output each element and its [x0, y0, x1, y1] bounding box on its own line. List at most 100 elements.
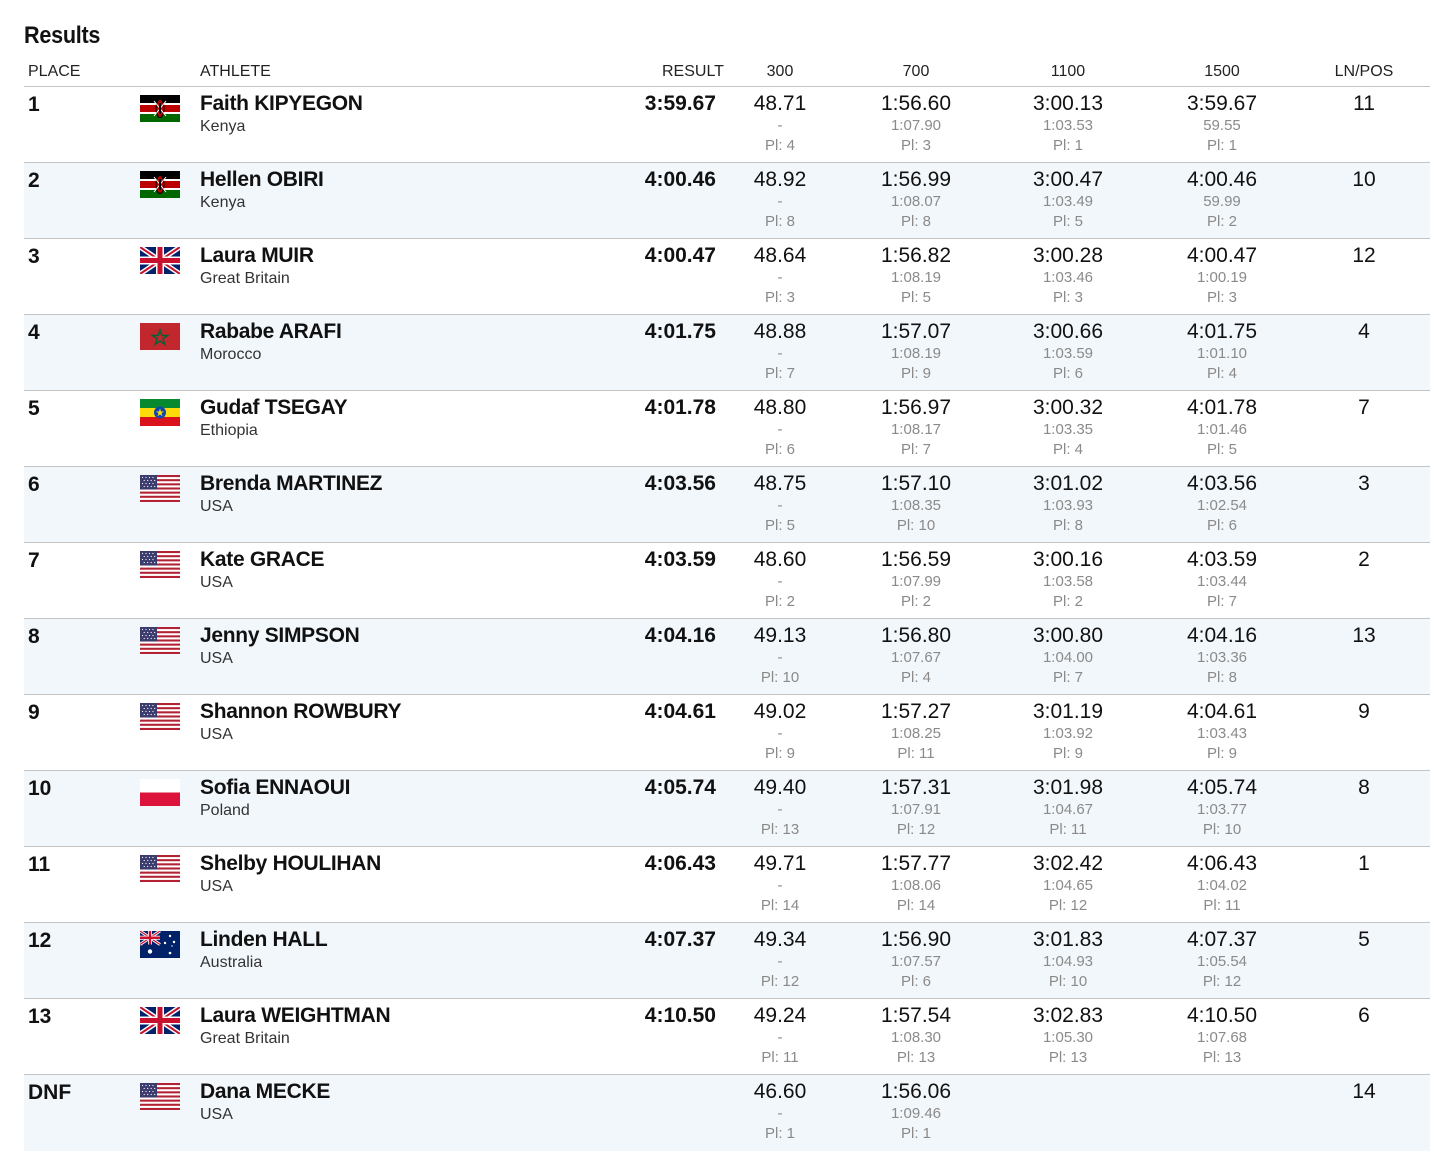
result-cell: 4:03.59 [644, 548, 716, 571]
split-position: Pl: 4 [1052, 441, 1083, 458]
split-time: 3:59.67 [1186, 92, 1258, 115]
athlete-country: Kenya [200, 194, 246, 211]
athlete-name[interactable]: Kate GRACE [200, 548, 325, 571]
athlete-name[interactable]: Laura WEIGHTMAN [200, 1004, 391, 1027]
split-segment: 1:08.25 [890, 725, 942, 742]
usa-flag [140, 703, 180, 730]
split-position: Pl: 9 [764, 745, 795, 762]
split-segment: 1:05.54 [1196, 953, 1248, 970]
split-segment: 1:01.10 [1196, 345, 1248, 362]
split-time: 4:07.37 [1186, 928, 1258, 951]
header-lnpos: LN/POS [1334, 63, 1394, 80]
result-cell: 4:01.75 [644, 320, 716, 343]
athlete-name[interactable]: Sofia ENNAOUI [200, 776, 351, 799]
split-position: Pl: 8 [900, 213, 931, 230]
lane-position-cell: 3 [1358, 472, 1370, 495]
split-time: 49.40 [753, 776, 807, 799]
split-segment: 1:07.68 [1196, 1029, 1248, 1046]
table-row[interactable]: 3 Laura MUIR Great Britain 4:00.47 48.64 - Pl:… [24, 239, 1430, 315]
split-segment: 1:08.06 [890, 877, 942, 894]
split-time: 4:05.74 [1186, 776, 1258, 799]
split-position: Pl: 1 [900, 1125, 931, 1142]
athlete-name[interactable]: Rababe ARAFI [200, 320, 342, 343]
athlete-name[interactable]: Shannon ROWBURY [200, 700, 402, 723]
split-time: 1:56.06 [880, 1080, 952, 1103]
split-segment: 1:08.19 [890, 345, 942, 362]
table-row[interactable]: 4 Rababe ARAFI Morocco 4:01.75 48.88 - Pl: 7 1:… [24, 315, 1430, 391]
split-time: 3:00.16 [1032, 548, 1104, 571]
athlete-name[interactable]: Jenny SIMPSON [200, 624, 360, 647]
table-row[interactable]: 11 Shelby HOULIHAN USA 4:06.43 49.71- Pl: 14 1… [24, 847, 1430, 923]
athlete-name[interactable]: Linden HALL [200, 928, 328, 951]
split-cell: 48.92 - Pl: 8 [715, 168, 845, 232]
split-time: 1:57.54 [880, 1004, 952, 1027]
split-time: 1:57.07 [880, 320, 952, 343]
header-split-1500: 1500 [1204, 63, 1240, 80]
split-position: Pl: 10 [896, 517, 936, 534]
place-cell: 6 [28, 473, 40, 496]
split-cell: 49.40 - Pl: 13 [715, 776, 845, 840]
split-position: Pl: 8 [1206, 669, 1237, 686]
athlete-country: Great Britain [200, 270, 290, 287]
split-position: Pl: 12 [1202, 973, 1242, 990]
athlete-name[interactable]: Hellen OBIRI [200, 168, 324, 191]
split-cell: 1:56.59 1:07.99 Pl: 2 [851, 548, 981, 612]
split-cell: 1:56.99 1:08.07 Pl: 8 [851, 168, 981, 232]
split-segment: 1:08.30 [890, 1029, 942, 1046]
split-time: 3:00.28 [1032, 244, 1104, 267]
split-cell: 3:01.02 1:03.93 Pl: 8 [1003, 472, 1133, 536]
split-position: Pl: 3 [1206, 289, 1237, 306]
split-segment: 59.99 [1203, 193, 1241, 210]
split-segment: 1:09.46 [890, 1105, 942, 1122]
split-position: Pl: 2 [1206, 213, 1237, 230]
table-row[interactable]: 10 Sofia ENNAOUI Poland 4:05.74 49.40 - Pl: 13… [24, 771, 1430, 847]
athlete-name[interactable]: Shelby HOULIHAN [200, 852, 382, 875]
place-cell: 12 [28, 929, 52, 952]
athlete-name[interactable]: Laura MUIR [200, 244, 314, 267]
split-time: 1:56.59 [880, 548, 952, 571]
table-row[interactable]: 5 Gudaf TSEGAY Ethiopia 4:01.78 48.80 - Pl: 6 1… [24, 391, 1430, 467]
table-row[interactable]: 8 Jenny SIMPSON USA 4:04.16 49.13 - Pl: 10 1:56… [24, 619, 1430, 695]
split-cell: 3:00.28 1:03.46 Pl: 3 [1003, 244, 1133, 308]
athlete-country: Australia [200, 954, 263, 971]
split-time: 4:00.46 [1186, 168, 1258, 191]
split-time: 3:01.83 [1032, 928, 1104, 951]
split-time: 3:02.42 [1032, 852, 1104, 875]
split-cell: 4:07.37 1:05.54 Pl: 12 [1157, 928, 1287, 992]
table-row[interactable]: 7 Kate GRACE USA 4:03.59 48.60- Pl: 2 1:56.59 1… [24, 543, 1430, 619]
split-time: 3:01.98 [1032, 776, 1104, 799]
split-cell: 3:02.42 1:04.65 Pl: 12 [1003, 852, 1133, 916]
uk-flag [140, 1007, 180, 1034]
split-segment: 1:03.35 [1042, 421, 1094, 438]
split-cell: 49.34 - Pl: 12 [715, 928, 845, 992]
poland-flag [140, 779, 180, 806]
athlete-country: Poland [200, 802, 250, 819]
athlete-name[interactable]: Dana MECKE [200, 1080, 331, 1103]
table-row[interactable]: 2 Hellen OBIRI Kenya 4:00.46 48.92- Pl: 8 1:56… [24, 163, 1430, 239]
table-row[interactable]: 9 Shannon ROWBURY USA 4:04.61 49.02 - Pl: 9 1:5… [24, 695, 1430, 771]
split-position: Pl: 13 [896, 1049, 936, 1066]
athlete-name[interactable]: Gudaf TSEGAY [200, 396, 348, 419]
split-cell: 3:01.83 1:04.93 Pl: 10 [1003, 928, 1133, 992]
split-segment: 1:03.49 [1042, 193, 1094, 210]
athlete-name[interactable]: Brenda MARTINEZ [200, 472, 383, 495]
lane-position-cell: 4 [1358, 320, 1370, 343]
table-row[interactable]: 1 Faith KIPYEGON Kenya 3:59.67 48.71 - Pl: 4 1:… [24, 87, 1430, 163]
table-row[interactable]: DNF Dana MECKE USA 46.60 - Pl: 1 1:56.06 1:09.4… [24, 1075, 1430, 1151]
split-time: 49.13 [753, 624, 807, 647]
split-segment: - [777, 1105, 783, 1122]
split-cell: 4:05.74 1:03.77 Pl: 10 [1157, 776, 1287, 840]
split-time: 1:56.60 [880, 92, 952, 115]
split-time: 3:01.19 [1032, 700, 1104, 723]
split-segment: 1:03.58 [1042, 573, 1094, 590]
table-row[interactable]: 6 Brenda MARTINEZ USA 4:03.56 48.75 - Pl: 5 1:5… [24, 467, 1430, 543]
split-time: 48.92 [753, 168, 807, 191]
usa-flag [140, 551, 180, 578]
table-row[interactable]: 13 Laura WEIGHTMAN Great Britain 4:10.50 49.… [24, 999, 1430, 1075]
split-time: 49.71 [753, 852, 807, 875]
athlete-name[interactable]: Faith KIPYEGON [200, 92, 363, 115]
athlete-country: Great Britain [200, 1030, 290, 1047]
split-cell: 48.71 - Pl: 4 [715, 92, 845, 156]
table-row[interactable]: 12 Linden HALL Australia 4:07.37 49.34 - Pl: 1… [24, 923, 1430, 999]
split-cell: 1:56.80 1:07.67 Pl: 4 [851, 624, 981, 688]
